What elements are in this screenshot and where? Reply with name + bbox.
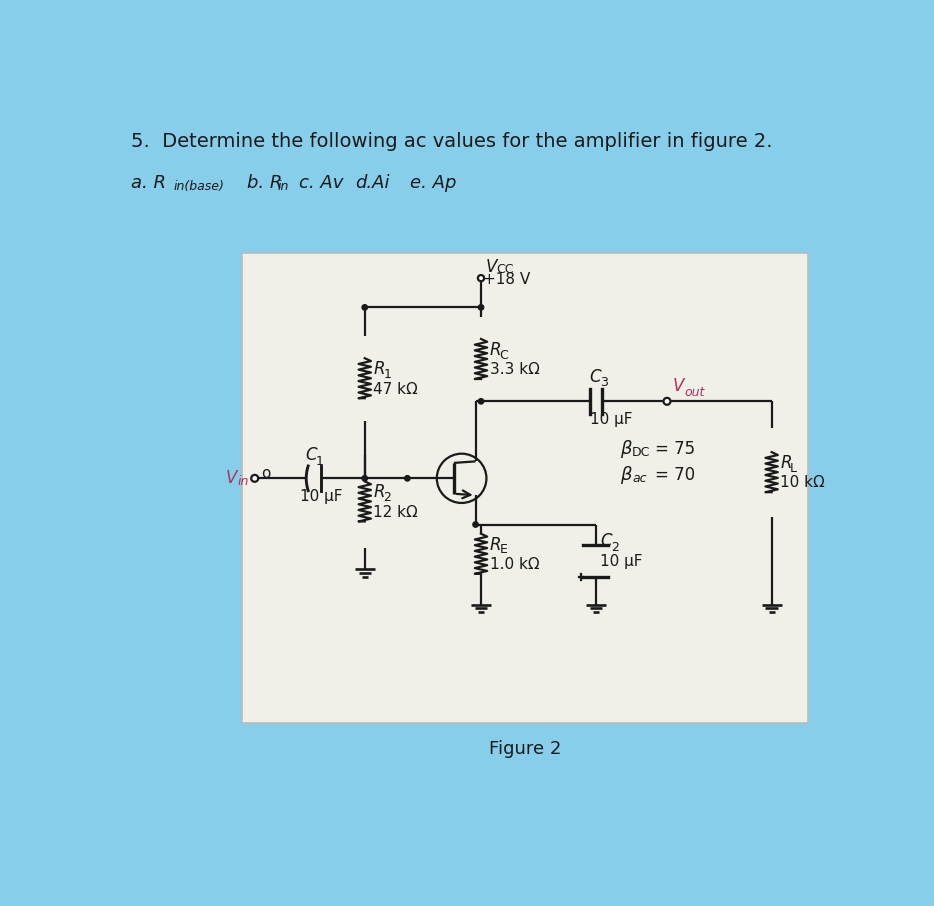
Circle shape <box>478 304 484 310</box>
Text: 10 μF: 10 μF <box>301 489 343 505</box>
Text: C: C <box>305 447 317 464</box>
Circle shape <box>404 476 410 481</box>
Circle shape <box>362 476 367 481</box>
FancyBboxPatch shape <box>242 254 808 723</box>
Circle shape <box>478 399 484 404</box>
Text: 1.0 kΩ: 1.0 kΩ <box>489 557 539 572</box>
Text: β: β <box>620 439 632 458</box>
Text: 5.  Determine the following ac values for the amplifier in figure 2.: 5. Determine the following ac values for… <box>131 131 772 150</box>
Text: 3: 3 <box>601 376 608 390</box>
Text: E: E <box>500 544 507 556</box>
Text: C: C <box>500 349 508 361</box>
Text: C: C <box>589 368 601 386</box>
Text: 10 μF: 10 μF <box>589 412 632 428</box>
Text: 10 μF: 10 μF <box>601 554 643 569</box>
Text: Figure 2: Figure 2 <box>489 740 561 758</box>
Text: = 70: = 70 <box>656 466 696 484</box>
Text: R: R <box>374 360 385 378</box>
Text: V: V <box>225 469 236 487</box>
Text: in: in <box>237 476 249 488</box>
Text: e. Ap: e. Ap <box>410 174 456 192</box>
Text: R: R <box>489 341 501 359</box>
Text: R: R <box>780 454 792 472</box>
Text: 12 kΩ: 12 kΩ <box>374 505 418 520</box>
Text: 2: 2 <box>611 541 619 554</box>
Text: 3.3 kΩ: 3.3 kΩ <box>489 362 540 377</box>
Text: DC: DC <box>632 446 650 459</box>
Text: o: o <box>261 467 270 481</box>
Text: 1: 1 <box>316 455 324 467</box>
Text: +18 V: +18 V <box>483 272 531 287</box>
Text: 2: 2 <box>383 491 391 504</box>
Circle shape <box>251 475 258 482</box>
Text: 47 kΩ: 47 kΩ <box>374 381 418 397</box>
Text: R: R <box>374 483 385 501</box>
Text: L: L <box>790 462 798 475</box>
Text: 1: 1 <box>383 368 391 381</box>
Text: R: R <box>489 535 501 554</box>
Text: b. R: b. R <box>247 174 282 192</box>
Text: V: V <box>486 258 497 276</box>
Circle shape <box>663 398 671 405</box>
Text: β: β <box>620 466 632 484</box>
Text: ac: ac <box>632 472 646 485</box>
Text: C: C <box>601 533 612 551</box>
Text: in: in <box>278 180 290 193</box>
Text: in(base): in(base) <box>174 180 224 193</box>
Text: a. R: a. R <box>131 174 165 192</box>
Circle shape <box>478 275 484 281</box>
Text: = 75: = 75 <box>656 439 696 458</box>
Circle shape <box>473 522 478 527</box>
Text: d.Ai: d.Ai <box>355 174 389 192</box>
Text: 10 kΩ: 10 kΩ <box>780 476 825 490</box>
Text: V: V <box>673 377 685 395</box>
Text: c. Av: c. Av <box>299 174 344 192</box>
Circle shape <box>362 304 367 310</box>
Text: out: out <box>684 386 704 399</box>
Text: CC: CC <box>497 264 514 276</box>
